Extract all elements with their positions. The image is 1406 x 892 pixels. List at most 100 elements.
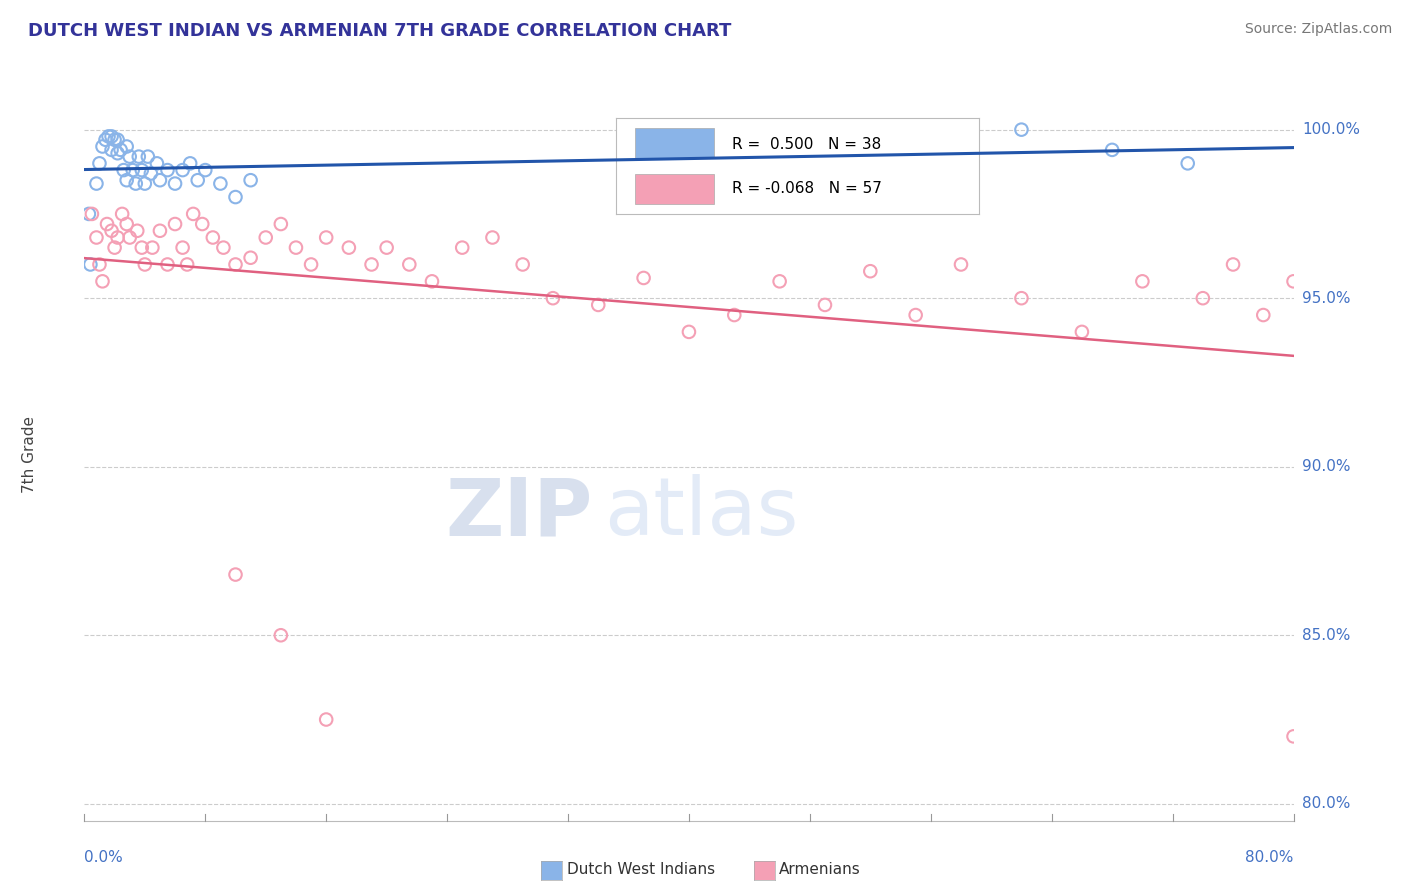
Text: 80.0%: 80.0% — [1246, 850, 1294, 865]
Point — [375, 241, 398, 255]
Point — [141, 241, 163, 255]
Point — [315, 713, 337, 727]
Point — [107, 146, 129, 161]
Point — [149, 224, 172, 238]
Point — [1191, 291, 1213, 305]
Point — [1177, 156, 1199, 170]
Text: atlas: atlas — [605, 475, 799, 552]
Point — [225, 190, 247, 204]
Point — [209, 177, 232, 191]
Point — [633, 271, 655, 285]
Point — [112, 163, 135, 178]
Point — [254, 230, 277, 244]
Point — [146, 156, 169, 170]
Text: Dutch West Indians: Dutch West Indians — [567, 863, 714, 877]
Point — [176, 257, 198, 271]
Point — [270, 628, 292, 642]
Point — [814, 298, 837, 312]
Point — [950, 257, 973, 271]
Point — [80, 207, 103, 221]
Text: 90.0%: 90.0% — [1302, 459, 1350, 475]
Point — [156, 257, 179, 271]
Point — [451, 241, 474, 255]
Point — [859, 264, 882, 278]
Point — [118, 150, 141, 164]
Point — [398, 257, 420, 271]
Point — [100, 224, 122, 238]
Point — [1071, 325, 1094, 339]
Point — [104, 241, 127, 255]
Point — [191, 217, 214, 231]
Point — [1251, 308, 1274, 322]
Point — [179, 156, 201, 170]
Point — [100, 129, 122, 144]
Point — [360, 257, 382, 271]
Point — [139, 166, 162, 180]
Point — [769, 274, 792, 288]
Point — [86, 230, 108, 244]
Point — [1282, 274, 1305, 288]
Point — [96, 217, 118, 231]
Point — [134, 257, 156, 271]
Point — [131, 241, 153, 255]
Point — [541, 291, 564, 305]
Point — [512, 257, 534, 271]
Point — [125, 177, 148, 191]
Point — [588, 298, 610, 312]
Point — [201, 230, 224, 244]
Point — [337, 241, 360, 255]
Point — [136, 150, 159, 164]
Point — [128, 150, 150, 164]
Point — [86, 177, 108, 191]
Text: Armenians: Armenians — [779, 863, 860, 877]
Point — [1010, 122, 1032, 136]
Point — [239, 251, 262, 265]
Point — [115, 139, 138, 153]
Point — [1010, 291, 1032, 305]
Point — [678, 325, 700, 339]
Point — [149, 173, 172, 187]
Point — [239, 173, 262, 187]
Point — [284, 241, 308, 255]
Point — [225, 567, 247, 582]
Text: 7th Grade: 7th Grade — [22, 417, 38, 493]
Point — [79, 257, 101, 271]
Point — [187, 173, 209, 187]
Point — [121, 163, 143, 178]
Point — [723, 308, 745, 322]
Point — [134, 177, 156, 191]
Point — [100, 143, 122, 157]
Point — [107, 230, 129, 244]
Point — [156, 163, 179, 178]
Point — [212, 241, 235, 255]
Text: 0.0%: 0.0% — [84, 850, 124, 865]
Text: 80.0%: 80.0% — [1302, 797, 1350, 812]
Point — [118, 230, 141, 244]
Point — [1101, 143, 1123, 157]
Point — [111, 207, 134, 221]
Point — [1130, 274, 1153, 288]
Point — [194, 163, 217, 178]
Point — [107, 133, 129, 147]
Point — [91, 139, 114, 153]
Point — [225, 257, 247, 271]
Point — [89, 257, 111, 271]
Point — [299, 257, 322, 271]
Point — [315, 230, 337, 244]
Text: 85.0%: 85.0% — [1302, 628, 1350, 643]
Text: Source: ZipAtlas.com: Source: ZipAtlas.com — [1244, 22, 1392, 37]
Point — [110, 143, 132, 157]
Point — [97, 129, 120, 144]
Point — [94, 133, 117, 147]
Point — [77, 207, 100, 221]
Text: DUTCH WEST INDIAN VS ARMENIAN 7TH GRADE CORRELATION CHART: DUTCH WEST INDIAN VS ARMENIAN 7TH GRADE … — [28, 22, 731, 40]
Point — [904, 308, 927, 322]
Point — [270, 217, 292, 231]
Point — [420, 274, 443, 288]
Point — [115, 217, 138, 231]
Point — [163, 177, 186, 191]
Point — [131, 163, 153, 178]
Text: 100.0%: 100.0% — [1302, 122, 1360, 137]
Point — [115, 173, 138, 187]
Point — [91, 274, 114, 288]
